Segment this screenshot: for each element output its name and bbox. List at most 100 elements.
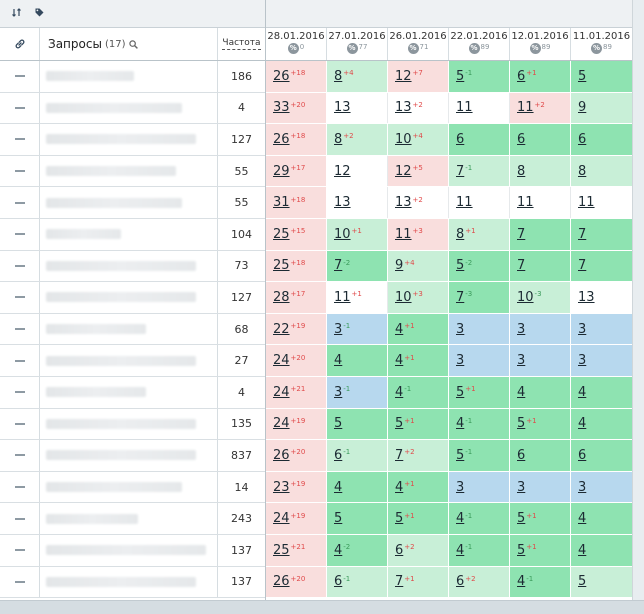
query-text-redacted[interactable] [40, 92, 218, 124]
position-cell[interactable]: 4 [571, 408, 632, 440]
position-cell[interactable]: 9 [571, 92, 632, 124]
position-value[interactable]: 5 [395, 511, 404, 527]
position-value[interactable]: 10 [517, 289, 534, 305]
position-value[interactable]: 11 [456, 100, 473, 116]
position-cell[interactable]: 13 [327, 187, 388, 218]
position-value[interactable]: 11 [517, 195, 534, 211]
query-text-redacted[interactable] [40, 408, 218, 440]
position-cell[interactable]: 3 [510, 471, 571, 503]
tag-icon[interactable] [35, 8, 44, 20]
position-cell[interactable]: 7 [510, 250, 571, 282]
row-link-toggle[interactable] [0, 282, 40, 313]
query-text-redacted[interactable] [40, 376, 218, 408]
position-cell[interactable]: 5 +1 [510, 408, 571, 440]
position-cell[interactable]: 3 -1 [327, 376, 388, 408]
position-value[interactable]: 8 [334, 131, 343, 147]
position-value[interactable]: 6 [578, 447, 587, 463]
search-icon[interactable] [129, 39, 139, 49]
position-cell[interactable]: 5 -2 [449, 250, 510, 282]
position-value[interactable]: 5 [578, 68, 587, 84]
position-value[interactable]: 10 [395, 131, 412, 147]
position-cell[interactable]: 12 +7 [388, 61, 449, 92]
position-cell[interactable]: 13 [571, 282, 632, 313]
position-cell[interactable]: 3 [571, 313, 632, 345]
row-link-toggle[interactable] [0, 503, 40, 534]
query-text-redacted[interactable] [40, 345, 218, 376]
position-cell[interactable]: 7 +1 [388, 566, 449, 598]
position-cell[interactable]: 4 -1 [510, 566, 571, 598]
position-value[interactable]: 3 [517, 321, 526, 337]
position-cell[interactable]: 26 +20 [266, 440, 327, 471]
position-value[interactable]: 25 [273, 542, 290, 558]
row-link-toggle[interactable] [0, 92, 40, 124]
position-value[interactable]: 6 [456, 574, 465, 590]
position-value[interactable]: 11 [578, 195, 595, 211]
position-value[interactable]: 4 [578, 384, 587, 400]
position-cell[interactable]: 6 +1 [510, 61, 571, 92]
position-cell[interactable]: 7 [571, 250, 632, 282]
position-cell[interactable]: 24 +19 [266, 503, 327, 534]
row-link-toggle[interactable] [0, 61, 40, 92]
row-link-toggle[interactable] [0, 534, 40, 566]
position-value[interactable]: 4 [395, 384, 404, 400]
position-value[interactable]: 11 [517, 100, 534, 116]
position-cell[interactable]: 24 +19 [266, 408, 327, 440]
position-value[interactable]: 23 [273, 479, 290, 495]
position-value[interactable]: 13 [334, 100, 351, 116]
query-text-redacted[interactable] [40, 282, 218, 313]
position-cell[interactable]: 11 +2 [510, 92, 571, 124]
position-value[interactable]: 5 [578, 574, 587, 590]
position-value[interactable]: 4 [395, 321, 404, 337]
position-cell[interactable]: 5 [327, 408, 388, 440]
position-cell[interactable]: 3 [449, 345, 510, 376]
position-cell[interactable]: 3 -1 [327, 313, 388, 345]
row-link-toggle[interactable] [0, 124, 40, 155]
position-cell[interactable]: 10 +1 [327, 218, 388, 250]
position-value[interactable]: 7 [578, 226, 587, 242]
position-value[interactable]: 6 [334, 447, 343, 463]
position-value[interactable]: 6 [456, 131, 465, 147]
query-text-redacted[interactable] [40, 124, 218, 155]
position-value[interactable]: 12 [395, 68, 412, 84]
position-cell[interactable]: 4 +1 [388, 345, 449, 376]
position-value[interactable]: 5 [456, 68, 465, 84]
position-cell[interactable]: 10 -3 [510, 282, 571, 313]
position-cell[interactable]: 6 +2 [388, 534, 449, 566]
position-cell[interactable]: 25 +21 [266, 534, 327, 566]
position-value[interactable]: 7 [456, 289, 465, 305]
query-text-redacted[interactable] [40, 440, 218, 471]
position-value[interactable]: 24 [273, 353, 290, 369]
query-text-redacted[interactable] [40, 534, 218, 566]
position-cell[interactable]: 5 [327, 503, 388, 534]
position-cell[interactable]: 11 [510, 187, 571, 218]
position-cell[interactable]: 8 [571, 155, 632, 187]
position-value[interactable]: 26 [273, 574, 290, 590]
row-link-toggle[interactable] [0, 566, 40, 598]
position-cell[interactable]: 10 +3 [388, 282, 449, 313]
position-cell[interactable]: 5 -1 [449, 440, 510, 471]
position-value[interactable]: 4 [334, 542, 343, 558]
sort-arrows-icon[interactable] [12, 7, 21, 20]
row-link-toggle[interactable] [0, 313, 40, 345]
position-value[interactable]: 3 [456, 479, 465, 495]
position-cell[interactable]: 8 +1 [449, 218, 510, 250]
position-value[interactable]: 13 [334, 195, 351, 211]
position-cell[interactable]: 33 +20 [266, 92, 327, 124]
position-value[interactable]: 6 [578, 131, 587, 147]
position-cell[interactable]: 26 +18 [266, 61, 327, 92]
position-value[interactable]: 3 [334, 321, 343, 337]
position-cell[interactable]: 6 +2 [449, 566, 510, 598]
position-value[interactable]: 7 [395, 447, 404, 463]
position-cell[interactable]: 8 [510, 155, 571, 187]
position-value[interactable]: 24 [273, 416, 290, 432]
position-value[interactable]: 3 [456, 353, 465, 369]
position-cell[interactable]: 11 +3 [388, 218, 449, 250]
position-value[interactable]: 7 [334, 258, 343, 274]
position-value[interactable]: 4 [334, 353, 343, 369]
position-value[interactable]: 7 [578, 258, 587, 274]
position-cell[interactable]: 10 +4 [388, 124, 449, 155]
position-value[interactable]: 4 [456, 416, 465, 432]
position-value[interactable]: 4 [456, 511, 465, 527]
position-value[interactable]: 3 [334, 384, 343, 400]
position-cell[interactable]: 13 +2 [388, 92, 449, 124]
